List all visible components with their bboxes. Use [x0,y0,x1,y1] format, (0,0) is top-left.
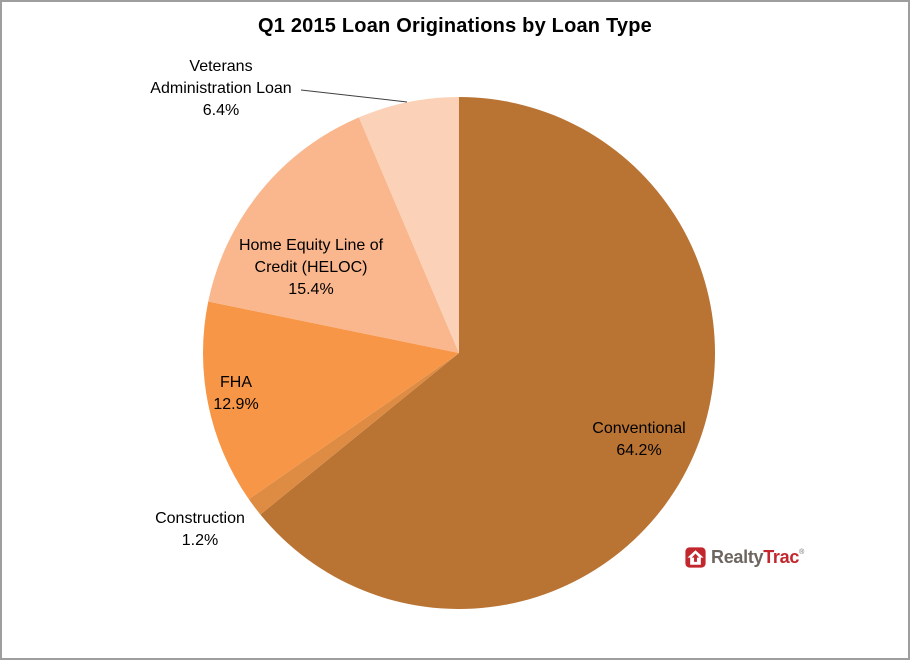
label-line: FHA [220,374,252,391]
pie-slice-conventional [260,97,715,609]
label-heloc: Home Equity Line of Credit (HELOC) 15.4% [239,235,383,301]
label-line: Conventional [592,420,686,437]
label-line: Veterans [189,58,253,75]
pie-slice-construction [248,353,459,515]
va-callout-line [300,89,408,103]
label-line: Administration Loan [150,80,292,97]
label-conventional: Conventional 64.2% [592,418,685,462]
pie-slice-veterans-administration-loan [358,96,459,353]
logo-text-trac: Trac [763,547,800,567]
label-fha: FHA 12.9% [213,372,258,416]
pie-slice-home-equity-line-of-credit-heloc [208,117,459,353]
label-value: 15.4% [288,281,334,298]
label-value: 64.2% [616,442,662,459]
label-construction: Construction 1.2% [155,508,245,552]
label-value: 12.9% [213,396,259,413]
label-veterans-administration-loan: Veterans Administration Loan 6.4% [150,56,291,122]
chart-title: Q1 2015 Loan Originations by Loan Type [258,15,652,37]
pie-slice-fha [203,301,459,500]
realtytrac-house-icon [685,547,706,568]
label-value: 6.4% [202,102,240,119]
pie-slices-group [203,96,715,609]
label-value: 1.2% [181,532,219,549]
registered-mark: ® [799,549,805,556]
label-line: Credit (HELOC) [254,259,368,276]
logo-text-realty: Realty [711,547,764,567]
label-line: Home Equity Line of [238,237,384,254]
label-line: Construction [155,510,245,527]
realtytrac-logo: Realty Trac ® [685,547,804,568]
